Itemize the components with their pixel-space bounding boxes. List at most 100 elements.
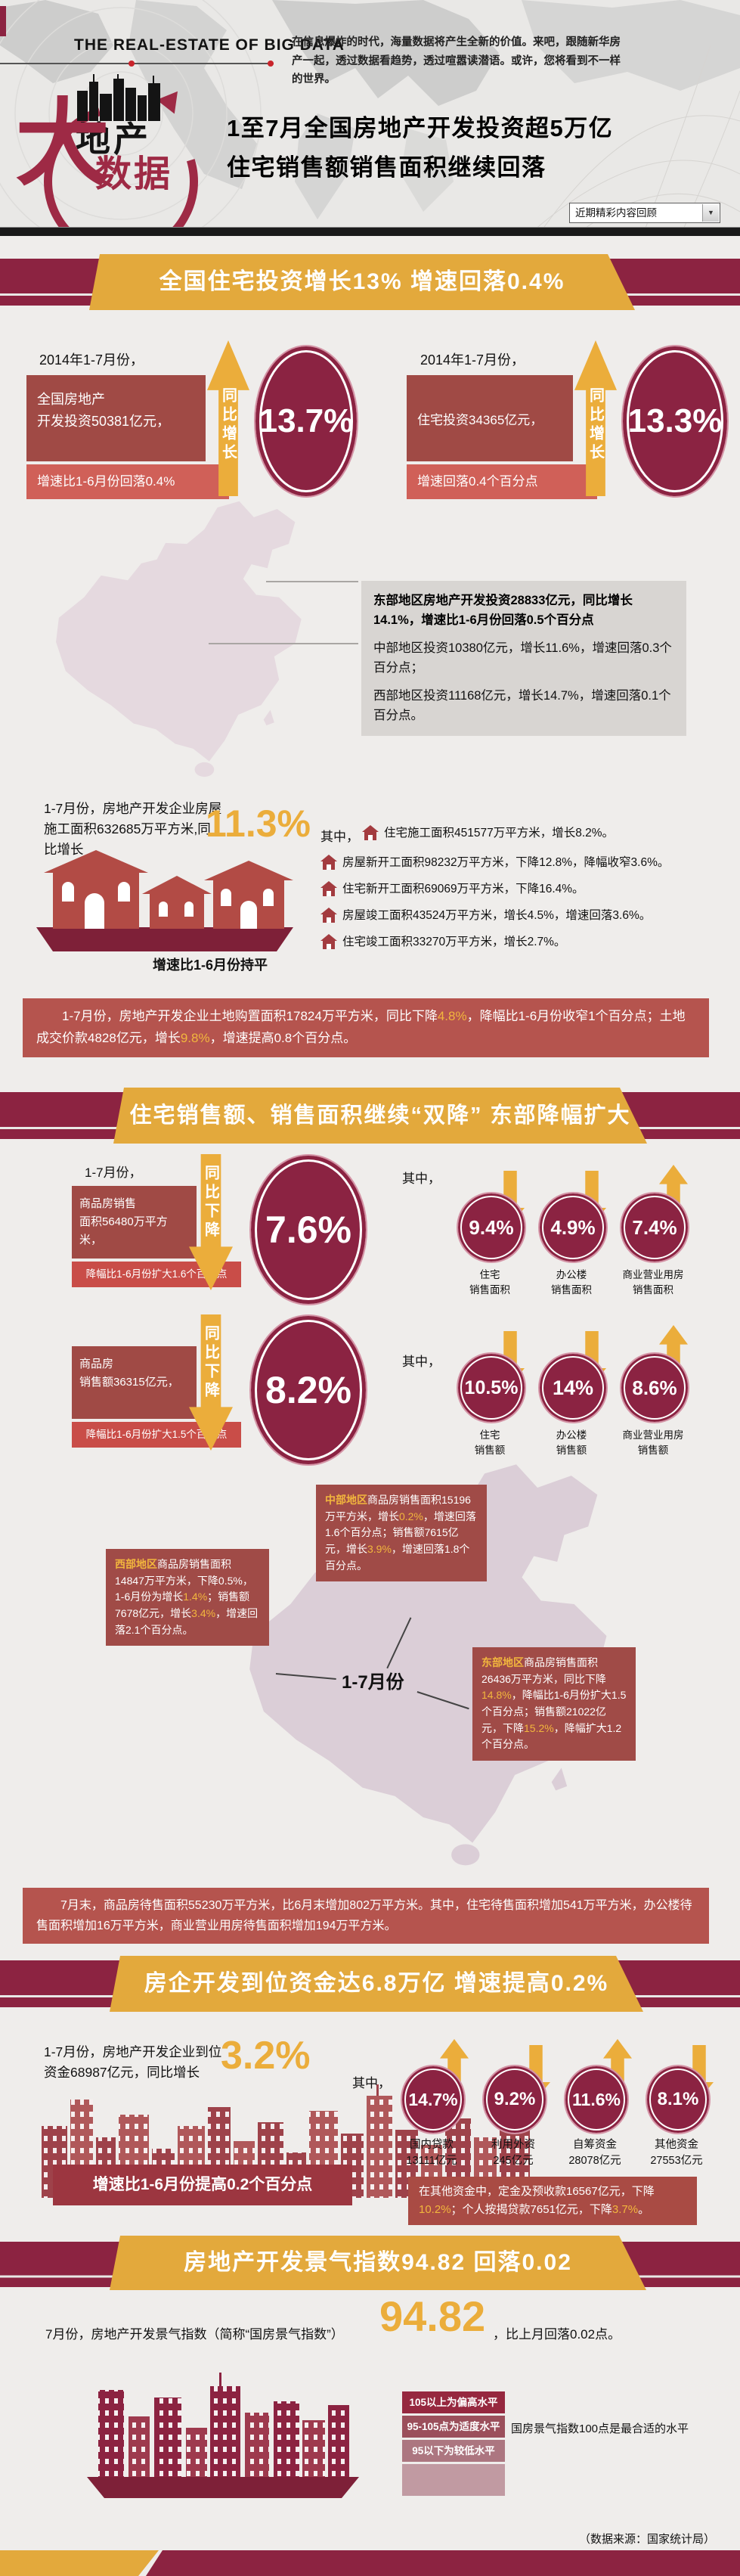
central-region-box: 中部地区商品房销售面积15196万平方米，增长0.2%，增速回落1.6个百分点；…	[316, 1485, 487, 1582]
climate-index-text2: ，比上月回落0.02点。	[493, 2327, 621, 2342]
s2-r2-c2-circle: 14%	[538, 1352, 608, 1423]
world-map-decoration	[0, 0, 740, 236]
section4-banner: 房地产开发景气指数94.82 回落0.02	[110, 2236, 646, 2290]
s2-r1-c1-circle: 9.4%	[457, 1192, 526, 1263]
legend-high: 105以上为偏高水平	[402, 2391, 505, 2413]
list-item: 其中， 住宅施工面积451577万平方米，增长8.2%。	[320, 825, 615, 844]
qizhong-label: 其中，	[320, 830, 359, 844]
construction-note: 增速比1-6月份持平	[153, 957, 268, 973]
s3-c3-circle: 11.6%	[564, 2065, 629, 2134]
house-icon	[320, 855, 337, 870]
s2-r1-c2-circle: 4.9%	[538, 1192, 608, 1263]
footer	[0, 2550, 740, 2576]
dropdown-value: 近期精彩内容回顾	[575, 207, 657, 219]
list-item: 房屋新开工面积98232万平方米，下降12.8%，降幅收窄3.6%。	[320, 855, 735, 871]
climate-index-text1: 7月份，房地产开发景气指数（简称“国房景气指数”）	[45, 2327, 344, 2342]
climate-index-value: 94.82	[379, 2292, 486, 2340]
header-rule	[0, 63, 274, 64]
s1-left-box: 全国房地产 开发投资50381亿元，	[26, 375, 206, 461]
s2-r2-c3-label: 商业营业用房 销售额	[622, 1429, 684, 1456]
brand-title-en: THE REAL-ESTATE OF BIG DATA	[74, 36, 345, 54]
s1-left-date: 2014年1-7月份，	[39, 352, 144, 368]
house-icon	[320, 933, 337, 949]
house-icon	[362, 825, 379, 840]
s2-r1-c3-circle: 7.4%	[620, 1192, 689, 1263]
rule-dot-right	[268, 61, 274, 67]
east-invest-note: 东部地区房地产开发投资28833亿元，同比增长14.1%，增速比1-6月份回落0…	[373, 594, 633, 627]
s3-c2-label: 利用外资 245亿元	[491, 2139, 535, 2168]
construction-intro: 1-7月份，房地产开发企业房屋施工面积632685万平方米,同比增长	[44, 801, 222, 858]
s2-row1-box: 商品房销售 面积56480万平方米，	[72, 1186, 197, 1259]
list-item: 住宅新开工面积69069万平方米，下降16.4%。	[320, 880, 735, 898]
legend-note: 国房景气指数100点是最合适的水平	[511, 2422, 689, 2435]
construction-details: 其中， 住宅施工面积451577万平方米，增长8.2%。 房屋新开工面积9823…	[320, 825, 735, 961]
footer-bar	[146, 2550, 740, 2576]
period-label: 1-7月份	[342, 1672, 404, 1693]
house-icon	[320, 880, 337, 896]
map1-connector-central	[209, 643, 358, 644]
s2-r1-c2-label: 办公楼 销售面积	[551, 1269, 592, 1296]
s1-right-value-circle: 13.3%	[621, 345, 729, 498]
logo-text-dichan: 地产	[76, 119, 151, 159]
section2-banner: 住宅销售额、销售面积继续“双降” 东部降幅扩大	[113, 1088, 647, 1144]
central-invest-note: 中部地区投资10380亿元，增长11.6%，增速回落0.3个百分点；	[373, 641, 672, 675]
s3-c1-circle: 14.7%	[401, 2065, 466, 2134]
s1-right-date: 2014年1-7月份，	[420, 352, 525, 368]
s2-r2-c2-label: 办公楼 销售额	[556, 1429, 587, 1456]
header-intro-text: 在信息爆炸的时代，海量数据将产生全新的价值。来吧，跟随新华房产一起，透过数据看趋…	[292, 36, 621, 86]
s3-c4-circle: 8.1%	[646, 2065, 711, 2134]
s1-right-box: 住宅投资34365亿元，	[407, 375, 573, 461]
inventory-band: 7月末，商品房待售面积55230万平方米，比6月末增加802万平方米。其中，住宅…	[23, 1888, 709, 1944]
page-title-line2: 住宅销售额销售面积继续回落	[227, 154, 546, 181]
s3-c4-label: 其他资金 27553亿元	[650, 2139, 703, 2168]
s2-r2-c1-label: 住宅 销售额	[474, 1429, 506, 1456]
land-purchase-band: 1-7月份，房地产开发企业土地购置面积17824万平方米，同比下降4.8%，降幅…	[23, 998, 709, 1057]
recent-content-dropdown[interactable]: 近期精彩内容回顾 ▼	[569, 203, 720, 223]
s1-region-notes: 东部地区房地产开发投资28833亿元，同比增长14.1%，增速比1-6月份回落0…	[361, 581, 686, 737]
qizhong-label: 其中，	[402, 1355, 441, 1369]
s2-row2-box: 商品房 销售额36315亿元，	[72, 1346, 197, 1419]
header-bottom-bar	[0, 227, 740, 236]
s3-c2-circle: 9.2%	[482, 2065, 547, 2134]
section1-banner: 全国住宅投资增长13% 增速回落0.4%	[89, 254, 635, 310]
funds-intro: 1-7月份，房地产开发企业到位资金68987亿元，同比增长	[44, 2044, 222, 2081]
rule-dot-left	[128, 61, 135, 67]
list-item: 房屋竣工面积43524万平方米，增长4.5%，增速回落3.6%。	[320, 907, 735, 924]
data-source: （数据来源：国家统计局）	[579, 2533, 716, 2546]
s2-r2-c3-circle: 8.6%	[620, 1352, 689, 1423]
s2-r1-c3-label: 商业营业用房 销售面积	[622, 1269, 684, 1296]
s1-left-value-circle: 13.7%	[254, 345, 358, 498]
s1-right-note: 增速回落0.4个百分点	[407, 464, 597, 499]
s1-left-note: 增速比1-6月份回落0.4%	[26, 464, 229, 499]
s2-date: 1-7月份，	[85, 1165, 142, 1180]
header-red-strip	[0, 6, 6, 36]
page-title-line1: 1至7月全国房地产开发投资超5万亿	[227, 115, 614, 141]
west-invest-note: 西部地区投资11168亿元，增长14.7%，增速回落0.1个百分点。	[373, 689, 671, 722]
funds-note-box: 增速比1-6月份提高0.2个百分点	[53, 2165, 352, 2205]
s2-row2-value-circle: 8.2%	[249, 1314, 367, 1466]
map1-connector-east	[266, 581, 358, 582]
houses-illustration	[36, 850, 293, 951]
house-icon	[320, 907, 337, 923]
construction-growth-value: 11.3%	[206, 802, 311, 845]
skyline-base-illustration	[87, 2373, 359, 2498]
header: THE REAL-ESTATE OF BIG DATA 在信息爆炸的时代，海量数…	[0, 0, 740, 236]
footer-gold	[0, 2550, 159, 2576]
funds-growth-value: 3.2%	[221, 2034, 311, 2078]
west-region-box: 西部地区商品房销售面积14847万平方米，下降0.5%，1-6月份为增长1.4%…	[106, 1549, 269, 1646]
logo-text-shuju: 数据	[95, 154, 173, 194]
dropdown-arrow-icon[interactable]: ▼	[702, 204, 719, 222]
legend-empty	[402, 2464, 505, 2496]
china-map-investment	[56, 501, 302, 777]
s2-row1-value-circle: 7.6%	[249, 1154, 367, 1305]
s3-c3-label: 自筹资金 28078亿元	[568, 2139, 621, 2168]
legend-moderate: 95-105点为适度水平	[402, 2416, 505, 2438]
list-item: 住宅竣工面积33270万平方米，增长2.7%。	[320, 933, 735, 951]
legend-low: 95以下为较低水平	[402, 2440, 505, 2462]
s3-c1-label: 国内贷款 13111亿元	[406, 2139, 457, 2168]
logo-buildings-icon	[77, 74, 160, 121]
logo-text-da: 大	[15, 92, 110, 197]
section3-banner: 房企开发到位资金达6.8万亿 增速提高0.2%	[110, 1956, 643, 2012]
qizhong-label: 其中，	[352, 2076, 391, 2090]
